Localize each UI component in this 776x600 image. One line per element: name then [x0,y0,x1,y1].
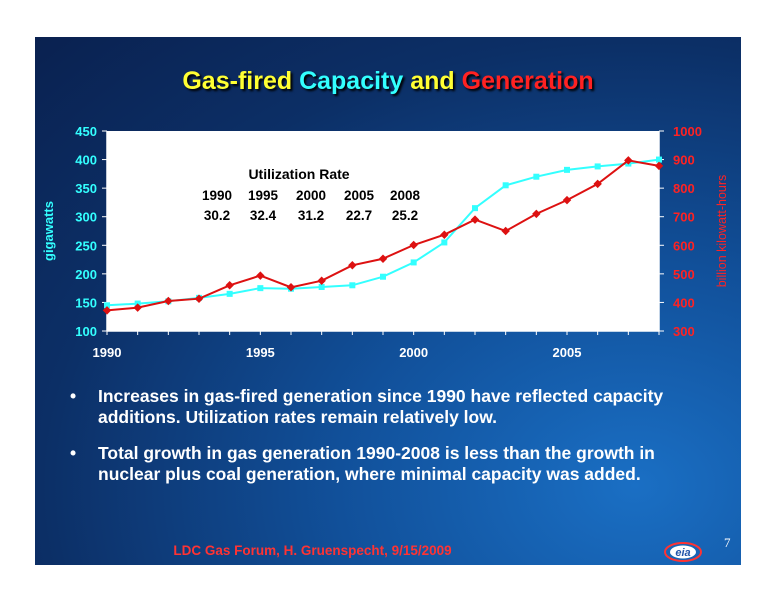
bullet-dot: • [70,443,77,463]
right-axis-title: billion kilowatt-hours [715,175,729,288]
x-tick-label: 1995 [246,345,275,360]
x-tick-label: 1990 [93,345,122,360]
title-part-generation: Generation [461,67,594,95]
annotation-title: Utilization Rate [248,166,349,182]
series-point-capacity [472,205,478,212]
series-point-generation [440,230,449,239]
title-part-and: and [410,67,455,95]
series-point-capacity [257,285,264,292]
series-point-generation [348,261,357,270]
annotation-rate: 32.4 [250,208,277,223]
series-point-capacity [502,182,509,189]
left-tick-label: 100 [75,324,97,339]
bullet-list: • Increases in gas-fired generation sinc… [70,386,720,485]
series-point-generation [470,215,480,224]
right-tick-label: 800 [673,181,695,196]
bullet-text: Increases in gas-fired generation since … [98,386,664,427]
right-tick-label: 900 [673,153,695,168]
slide: Gas-fired Capacity and Generation 100 150… [35,37,741,565]
series-point-generation [409,240,418,250]
series-point-capacity [533,173,540,180]
annotation-year: 2008 [390,188,421,203]
right-tick-label: 700 [673,210,695,225]
series-point-generation [194,294,204,303]
series-layer [102,156,664,315]
annotation-rate: 22.7 [346,208,372,223]
x-tick-label: 2000 [399,345,428,360]
left-tick-label: 350 [75,181,97,196]
left-tick-label: 250 [75,238,97,253]
left-tick-label: 300 [75,210,97,225]
bullet-dot: • [70,386,77,406]
left-tick-label: 150 [75,295,97,310]
eia-logo: eia [664,542,702,562]
series-point-capacity [410,259,417,266]
logo-text: eia [675,547,690,559]
series-point-generation [225,281,234,290]
bullet-item: • Total growth in gas generation 1990-20… [70,443,720,485]
right-tick-label: 500 [673,267,695,282]
page-number: 7 [724,535,731,550]
series-point-generation [286,283,296,292]
series-point-capacity [564,166,570,173]
series-point-generation [378,254,388,263]
plot-area [107,131,659,331]
annotation-year: 2000 [296,188,326,203]
x-tick-label: 2005 [553,345,582,360]
title-part-capacity: Capacity [299,67,404,95]
series-point-capacity [226,290,233,297]
right-tick-label: 300 [673,324,695,339]
title-part-gas-fired: Gas-fired [182,67,293,95]
annotation-rate: 31.2 [298,208,324,223]
slide-title: Gas-fired Capacity and Generation [35,67,741,96]
footer-text: LDC Gas Forum, H. Gruenspecht, 9/15/2009 [173,543,452,558]
left-tick-label: 400 [75,153,97,168]
series-point-generation [102,306,112,315]
series-point-generation [317,276,326,285]
left-tick-label: 450 [75,124,97,139]
annotation-rate: 25.2 [392,208,418,223]
series-point-capacity [441,239,448,246]
series-point-generation [133,303,142,312]
series-point-capacity [594,163,601,170]
bullet-item: • Increases in gas-fired generation sinc… [70,386,720,428]
annotation-rate: 30.2 [204,208,230,223]
right-tick-label: 1000 [673,124,702,139]
series-point-generation [501,226,510,236]
series-point-generation [532,209,541,219]
gas-capacity-generation-chart: 100 150 200 250 300 350 400 450 300 400 500 600 700 8… [41,124,729,360]
right-tick-label: 600 [673,238,695,253]
series-point-generation [256,271,265,280]
annotation-year: 1990 [202,188,232,203]
annotation-year: 1995 [248,188,279,203]
chart-axes: 100 150 200 250 300 350 400 450 300 400 500 600 700 8… [41,124,729,360]
series-point-capacity [656,156,662,163]
annotation-year: 2005 [344,188,375,203]
series-point-capacity [104,302,110,309]
right-tick-label: 400 [673,295,695,310]
series-point-capacity [318,284,325,290]
series-point-capacity [349,282,356,289]
series-point-generation [164,296,173,306]
left-tick-label: 200 [75,267,97,282]
series-point-capacity [380,273,386,280]
utilization-rate-annotation: Utilization Rate 1990 1995 2000 2005 2008 30.… [202,166,421,223]
left-axis-title: gigawatts [41,201,56,261]
bullet-text: Total growth in gas generation 1990-2008… [98,443,655,484]
